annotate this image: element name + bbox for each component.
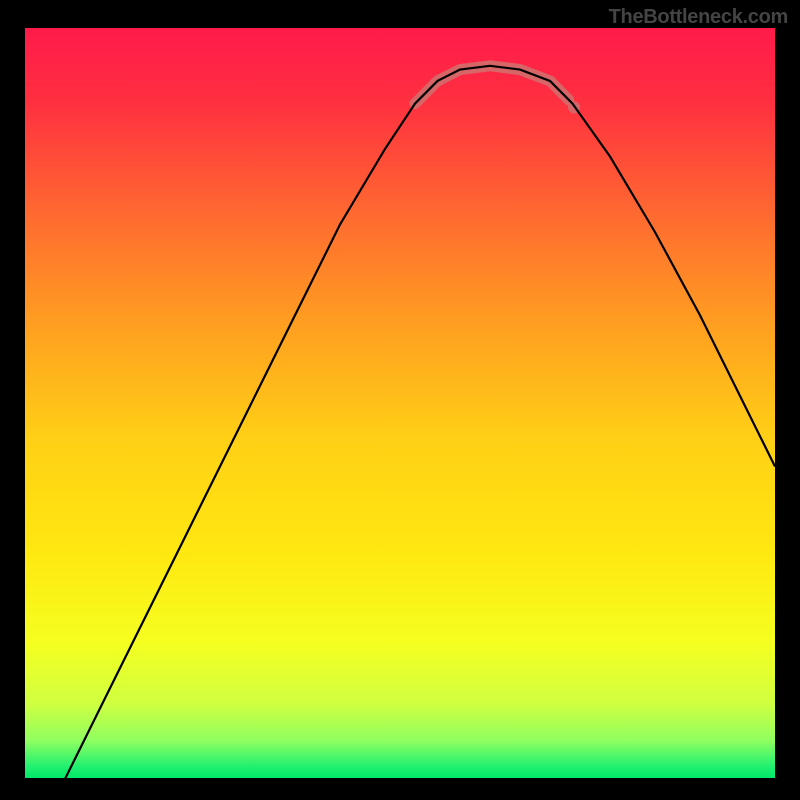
frame-border-left xyxy=(0,28,25,784)
frame-border-bottom xyxy=(0,784,800,800)
valley-highlight-segment xyxy=(415,66,569,104)
main-curve-line xyxy=(63,66,776,784)
frame-border-right xyxy=(775,28,800,784)
bottleneck-curve xyxy=(25,28,775,784)
plot-area xyxy=(25,28,775,784)
watermark-label: TheBottleneck.com xyxy=(609,6,788,29)
